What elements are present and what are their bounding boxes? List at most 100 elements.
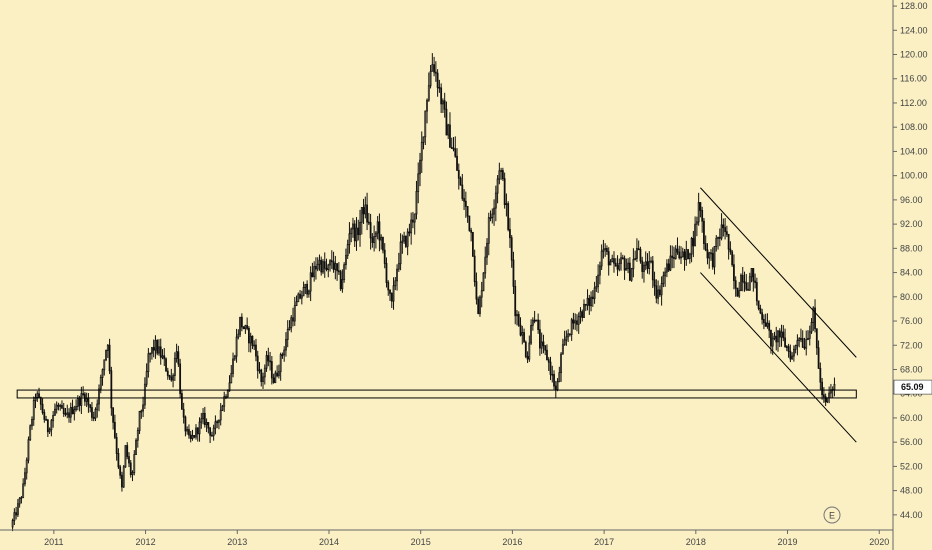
candle-body [464,200,467,207]
candle-body [791,355,794,360]
candle-body [82,393,85,396]
candle-body [463,198,465,202]
candle-body [470,230,473,233]
time-axis[interactable]: 2011 2012 2013 2014 2015 2016 2017 2018 2019 2020 [0,529,893,547]
candle-body [122,466,125,488]
candle-body [634,258,637,260]
candle-body [129,462,132,476]
candle-body [650,260,652,263]
candle-body [198,421,201,435]
candle-body [397,263,400,270]
candle-body [778,330,781,338]
candle-body [350,228,353,235]
candle-body [699,202,702,211]
candle-body [61,405,63,409]
candle-body [701,209,704,222]
candle-body [108,344,111,372]
candle-body [695,221,698,225]
earnings-event-icon[interactable] [823,506,841,524]
candle-body [11,520,14,528]
candle-body [343,264,346,280]
candle-body [782,331,785,339]
candle-body [179,363,182,394]
candle-body [498,170,501,180]
candle-body [348,233,351,246]
candle-body [457,170,460,179]
candle-body [256,355,259,371]
candle-body [546,349,548,361]
candle-body [327,264,330,271]
candle-body [773,335,776,339]
candle-body [725,231,728,235]
candle-body [570,319,573,335]
candle-body [588,297,591,307]
candle-body [766,322,769,327]
candle-body [202,412,204,420]
channel-upper-trendline[interactable] [700,187,857,358]
candle-body [595,285,598,289]
candle-body [717,236,719,239]
candle-body [420,141,423,161]
candle-body [209,427,212,436]
candle-body [276,372,279,377]
candle-body [475,281,478,300]
price-tick-label: 68.00 [900,364,923,374]
candle-body [221,405,224,411]
drawing-tools-layer[interactable] [16,187,857,443]
candle-body [55,404,58,410]
candle-body [833,383,836,390]
candle-body [233,355,236,360]
candle-body [655,285,658,299]
candle-body [223,396,226,407]
candle-body [212,427,215,437]
candle-body [703,220,705,245]
candle-body [128,456,130,464]
candle-body [484,256,487,274]
candle-body [304,283,307,288]
candle-body [801,338,804,348]
candle-body [126,445,129,458]
candle-body [332,261,335,270]
candle-body [674,248,677,259]
channel-lower-trendline[interactable] [700,272,857,443]
candle-body [66,412,69,415]
candle-body [454,148,457,157]
candle-body [713,245,716,268]
candle-body [168,375,171,378]
candle-body [376,221,379,234]
candle-body [808,331,811,339]
candle-body [733,264,735,282]
candle-body [263,367,266,378]
time-tick-label: 2015 [411,537,431,547]
candle-body [18,497,21,505]
price-axis[interactable]: 44.0048.0052.0056.0060.0064.0068.0072.00… [892,0,932,550]
candle-body [810,322,813,333]
candle-body [584,303,587,306]
support-zone-rectangle[interactable] [16,389,857,399]
candle-body [496,178,499,194]
events-layer[interactable]: E [823,506,841,524]
candle-body [680,256,682,259]
candle-body [429,70,432,87]
candle-body [13,512,16,522]
price-tick-label: 52.00 [900,461,923,471]
candle-body [625,268,628,271]
candle-body [784,337,786,348]
candle-body [143,383,146,406]
candle-body [627,262,629,269]
candle-body [196,427,199,435]
candle-body [503,178,506,206]
candle-body [452,147,455,150]
candle-body [320,259,323,273]
candle-body [138,410,141,432]
candle-body [750,268,753,278]
candle-body [101,369,104,378]
candle-body [752,268,755,282]
candle-body [415,191,418,215]
candle-body [494,192,497,209]
candle-body [260,369,263,382]
candle-body [620,257,622,264]
candle-body [687,249,689,260]
